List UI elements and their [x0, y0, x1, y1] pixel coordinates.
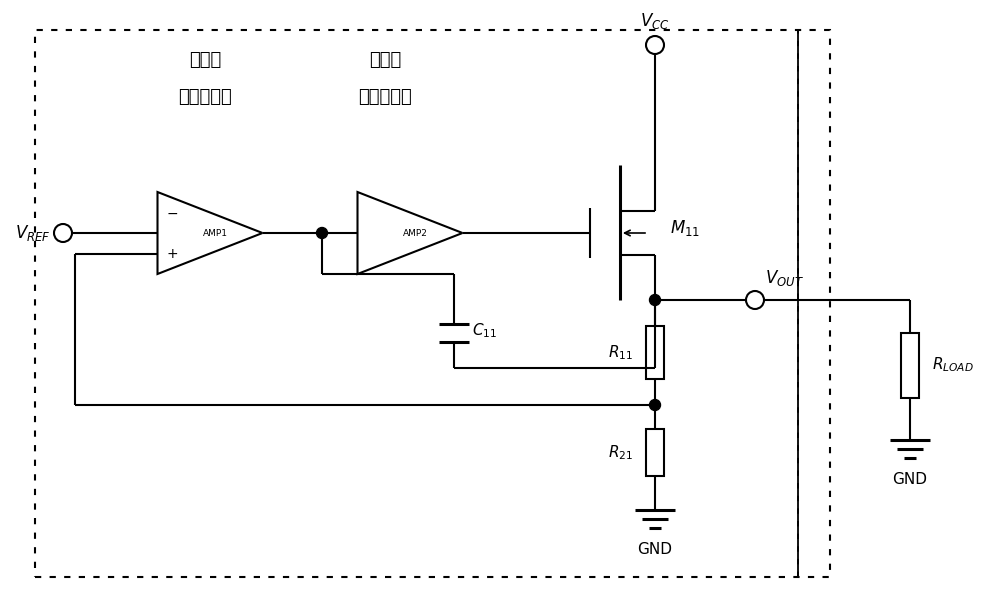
- Text: 误差放大器: 误差放大器: [178, 88, 232, 106]
- Text: $R_{11}$: $R_{11}$: [608, 343, 633, 362]
- Polygon shape: [358, 192, 463, 274]
- Text: $+$: $+$: [166, 247, 179, 261]
- Text: $V_{OUT}$: $V_{OUT}$: [765, 268, 804, 288]
- Circle shape: [746, 291, 764, 309]
- Text: AMP1: AMP1: [203, 229, 228, 237]
- Text: AMP2: AMP2: [403, 229, 427, 237]
- Circle shape: [54, 224, 72, 242]
- Text: $R_{21}$: $R_{21}$: [608, 443, 633, 462]
- Text: 第一级: 第一级: [189, 51, 221, 69]
- Circle shape: [650, 400, 660, 410]
- Text: $V_{CC}$: $V_{CC}$: [640, 11, 670, 31]
- Circle shape: [650, 295, 660, 306]
- Text: $-$: $-$: [166, 205, 179, 220]
- Polygon shape: [158, 192, 263, 274]
- Text: $M_{11}$: $M_{11}$: [670, 218, 700, 238]
- Text: GND: GND: [638, 542, 672, 557]
- Text: $R_{LOAD}$: $R_{LOAD}$: [932, 355, 974, 375]
- Circle shape: [646, 36, 664, 54]
- Text: $V_{REF}$: $V_{REF}$: [15, 223, 51, 243]
- Text: 误差放大器: 误差放大器: [358, 88, 412, 106]
- Text: 第二级: 第二级: [369, 51, 401, 69]
- Text: $C_{11}$: $C_{11}$: [472, 322, 497, 340]
- Circle shape: [317, 228, 328, 239]
- Text: GND: GND: [893, 472, 928, 487]
